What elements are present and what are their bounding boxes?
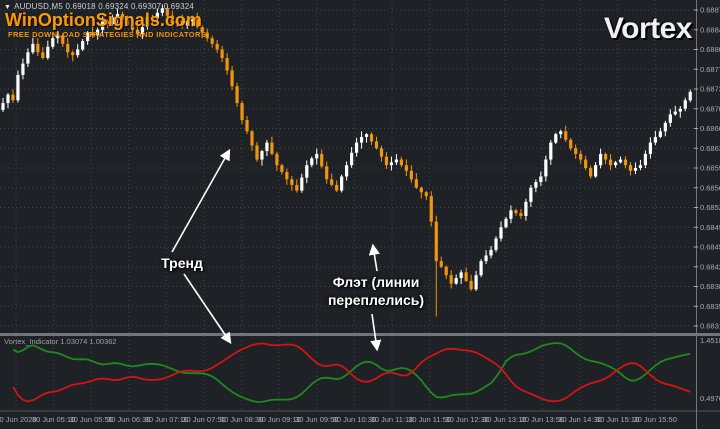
- candlesticks: [1, 4, 692, 317]
- svg-text:0.68525: 0.68525: [700, 203, 720, 212]
- svg-text:30 Jun 11:10: 30 Jun 11:10: [371, 415, 414, 424]
- svg-text:30 Jun 13:50: 30 Jun 13:50: [521, 415, 564, 424]
- flat-annotation-line2: переплелись): [327, 291, 425, 308]
- annotation-arrows: [171, 148, 382, 352]
- svg-text:30 Jun 15:10: 30 Jun 15:10: [596, 415, 639, 424]
- svg-text:0.68595: 0.68595: [700, 164, 720, 173]
- svg-text:0.68735: 0.68735: [700, 85, 720, 94]
- svg-text:30 Jun 14:30: 30 Jun 14:30: [558, 415, 601, 424]
- svg-text:0.68770: 0.68770: [700, 65, 720, 74]
- svg-text:30 Jun 07:50: 30 Jun 07:50: [182, 415, 225, 424]
- svg-text:30 Jun 09:10: 30 Jun 09:10: [258, 415, 301, 424]
- price-axis-labels[interactable]: 0.68875 0.68840 0.68805 0.68770 0.68735 0.687…: [694, 6, 720, 331]
- chart-grid: [0, 0, 695, 410]
- flat-annotation: Флэт (линии переплелись): [310, 274, 442, 309]
- svg-text:0.68455: 0.68455: [700, 243, 720, 252]
- svg-text:30 Jun 09:50: 30 Jun 09:50: [295, 415, 338, 424]
- svg-text:0.68385: 0.68385: [700, 282, 720, 291]
- svg-text:0.68700: 0.68700: [700, 104, 720, 113]
- flat-annotation-line1: Флэт (линии: [332, 274, 420, 290]
- svg-text:30 Jun 13:10: 30 Jun 13:10: [483, 415, 526, 424]
- trend-arrow-up: [171, 148, 231, 253]
- flat-arrow-down: [370, 313, 382, 352]
- svg-text:0.68840: 0.68840: [700, 25, 720, 34]
- svg-text:30 Jun 05:50: 30 Jun 05:50: [70, 415, 113, 424]
- svg-text:0.68665: 0.68665: [700, 124, 720, 133]
- svg-text:0.68490: 0.68490: [700, 223, 720, 232]
- trend-arrow-down: [183, 273, 232, 344]
- symbol-ohlc-text: AUDUSD,M5 0.69018 0.69324 0.69307 0.6932…: [14, 2, 195, 11]
- svg-text:30 Jun 12:30: 30 Jun 12:30: [446, 415, 489, 424]
- vortex-indicator-lines: [12, 342, 691, 403]
- trend-annotation: Тренд: [161, 255, 203, 271]
- vortex-logo: Vortex: [603, 12, 693, 45]
- svg-text:0.68350: 0.68350: [700, 302, 720, 311]
- svg-text:30 Jun 07:10: 30 Jun 07:10: [145, 415, 188, 424]
- svg-text:30 Jun 05:10: 30 Jun 05:10: [32, 415, 75, 424]
- svg-text:0.68560: 0.68560: [700, 183, 720, 192]
- svg-text:0.49767: 0.49767: [700, 394, 720, 403]
- svg-text:0.68420: 0.68420: [700, 262, 720, 271]
- flat-arrow-up: [368, 243, 380, 272]
- svg-text:30 Jun 10:30: 30 Jun 10:30: [333, 415, 376, 424]
- svg-text:30 Jun 08:30: 30 Jun 08:30: [220, 415, 263, 424]
- indicator-legend: Vortex_Indicator 1.03074 1.00362: [4, 337, 117, 346]
- watermark-subtitle: FREE DOWNLOAD STRATEGIES AND INDICATORS: [8, 30, 207, 39]
- svg-text:0.68875: 0.68875: [700, 6, 720, 15]
- chart-info-line: ▼ AUDUSD,M5 0.69018 0.69324 0.69307 0.693…: [4, 2, 194, 11]
- svg-text:0.68630: 0.68630: [700, 144, 720, 153]
- svg-text:30 Jun 15:50: 30 Jun 15:50: [634, 415, 677, 424]
- svg-text:30 Jun 2020: 30 Jun 2020: [0, 415, 37, 424]
- svg-text:0.68315: 0.68315: [700, 322, 720, 331]
- chart-dropdown-icon[interactable]: ▼: [4, 4, 12, 11]
- svg-text:1.45187: 1.45187: [700, 336, 720, 345]
- svg-text:30 Jun 11:50: 30 Jun 11:50: [408, 415, 451, 424]
- watermark-title: WinOptionSignals.com: [5, 10, 202, 30]
- svg-text:0.68805: 0.68805: [700, 45, 720, 54]
- svg-text:30 Jun 06:30: 30 Jun 06:30: [107, 415, 150, 424]
- indicator-axis-labels: 1.45187 0.49767: [700, 336, 720, 403]
